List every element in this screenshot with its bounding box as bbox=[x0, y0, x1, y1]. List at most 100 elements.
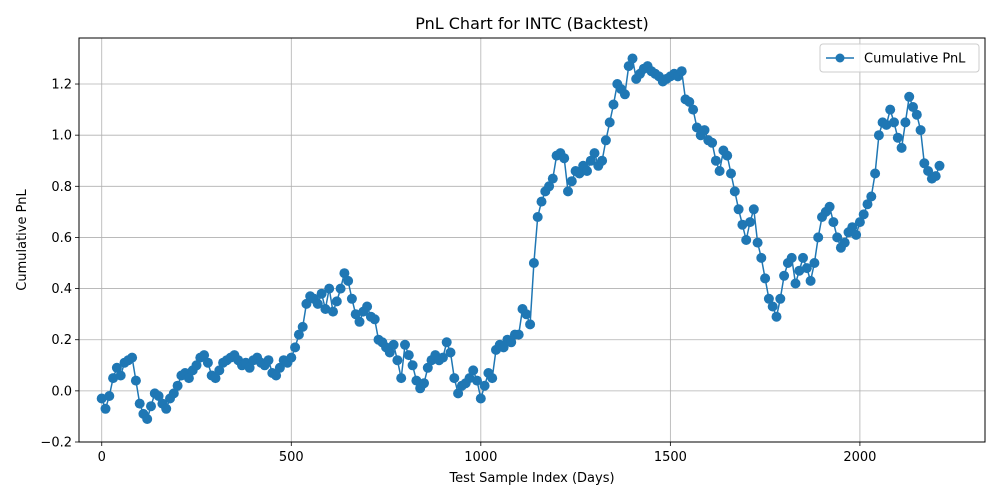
data-point bbox=[892, 132, 903, 143]
data-point bbox=[214, 365, 225, 376]
data-point bbox=[301, 298, 312, 309]
y-tick-label: 0.4 bbox=[51, 282, 72, 297]
data-point bbox=[274, 362, 285, 373]
data-point bbox=[335, 283, 346, 294]
data-point bbox=[472, 375, 482, 386]
data-point bbox=[384, 347, 395, 358]
data-point bbox=[911, 109, 922, 120]
data-point bbox=[741, 235, 752, 245]
legend-marker-swatch bbox=[835, 53, 845, 63]
data-point bbox=[513, 329, 524, 340]
y-tick-label: 0.8 bbox=[51, 180, 72, 195]
data-point bbox=[161, 403, 172, 414]
data-point bbox=[479, 380, 490, 391]
data-point bbox=[714, 166, 725, 176]
x-tick-label: 1000 bbox=[464, 450, 497, 465]
data-point bbox=[286, 352, 297, 363]
chart-title: PnL Chart for INTC (Backtest) bbox=[415, 14, 648, 33]
data-point bbox=[710, 155, 721, 166]
data-point bbox=[130, 375, 141, 386]
data-point bbox=[923, 166, 934, 176]
data-point bbox=[733, 204, 744, 215]
data-point bbox=[324, 283, 335, 294]
data-point bbox=[343, 275, 354, 286]
data-point bbox=[210, 373, 221, 384]
data-point bbox=[362, 301, 373, 312]
data-point bbox=[547, 173, 558, 184]
data-point bbox=[388, 339, 399, 350]
data-point bbox=[146, 401, 156, 412]
data-point bbox=[396, 373, 407, 384]
data-point bbox=[839, 237, 850, 248]
data-point bbox=[445, 347, 456, 358]
data-point bbox=[729, 186, 740, 197]
data-point bbox=[824, 201, 835, 212]
data-point bbox=[312, 298, 323, 309]
data-point bbox=[771, 311, 782, 322]
data-point bbox=[589, 148, 600, 159]
data-point bbox=[684, 96, 695, 107]
x-tick-label: 2000 bbox=[843, 450, 876, 465]
data-point bbox=[422, 362, 433, 373]
data-point bbox=[153, 391, 164, 401]
data-point bbox=[870, 168, 881, 179]
y-tick-label: 1.0 bbox=[51, 129, 72, 144]
data-point bbox=[604, 117, 615, 128]
data-point bbox=[691, 122, 702, 133]
data-point bbox=[346, 293, 357, 304]
data-point bbox=[801, 263, 812, 274]
data-point bbox=[885, 104, 896, 115]
data-point bbox=[104, 391, 115, 401]
data-point bbox=[828, 217, 839, 228]
data-point bbox=[339, 268, 350, 279]
data-point bbox=[354, 316, 365, 327]
data-point bbox=[805, 275, 816, 286]
data-point bbox=[350, 309, 361, 320]
data-point bbox=[407, 360, 418, 371]
data-point bbox=[172, 380, 183, 391]
data-point bbox=[111, 362, 122, 373]
data-point bbox=[441, 337, 452, 348]
data-point bbox=[419, 378, 429, 389]
data-point bbox=[676, 66, 687, 77]
data-point bbox=[566, 176, 577, 187]
data-point bbox=[763, 293, 774, 304]
data-point bbox=[752, 237, 763, 248]
data-point bbox=[544, 181, 555, 192]
data-point bbox=[369, 314, 380, 325]
data-point bbox=[108, 373, 119, 384]
data-point bbox=[498, 342, 509, 353]
data-point bbox=[100, 403, 111, 414]
data-point bbox=[290, 342, 301, 353]
data-point bbox=[915, 125, 926, 136]
data-point bbox=[858, 209, 869, 220]
data-point bbox=[528, 258, 539, 268]
data-layer bbox=[96, 53, 945, 424]
data-point bbox=[847, 222, 858, 233]
data-point bbox=[904, 91, 915, 102]
x-axis-label: Test Sample Index (Days) bbox=[448, 471, 614, 486]
data-point bbox=[115, 370, 126, 381]
data-point bbox=[619, 89, 630, 100]
data-point bbox=[202, 357, 213, 368]
data-point bbox=[600, 135, 611, 146]
data-point bbox=[506, 337, 517, 348]
x-tick-label: 500 bbox=[279, 450, 304, 465]
data-point bbox=[532, 212, 543, 222]
tick-layer: 0 500 1000 1500 2000 −0.2 0.0 0.2 0.4 0.6 0.8 1.0 1.… bbox=[40, 78, 876, 465]
data-point bbox=[760, 273, 771, 284]
data-point bbox=[688, 104, 699, 115]
data-point bbox=[525, 319, 536, 330]
data-point bbox=[745, 217, 755, 228]
data-point bbox=[183, 373, 194, 384]
data-point bbox=[244, 362, 255, 373]
data-point bbox=[585, 155, 596, 166]
data-point bbox=[854, 217, 865, 228]
data-point bbox=[331, 296, 342, 307]
y-tick-label: −0.2 bbox=[40, 436, 72, 451]
data-point bbox=[449, 373, 460, 384]
data-point bbox=[453, 388, 464, 399]
data-point bbox=[608, 99, 619, 110]
